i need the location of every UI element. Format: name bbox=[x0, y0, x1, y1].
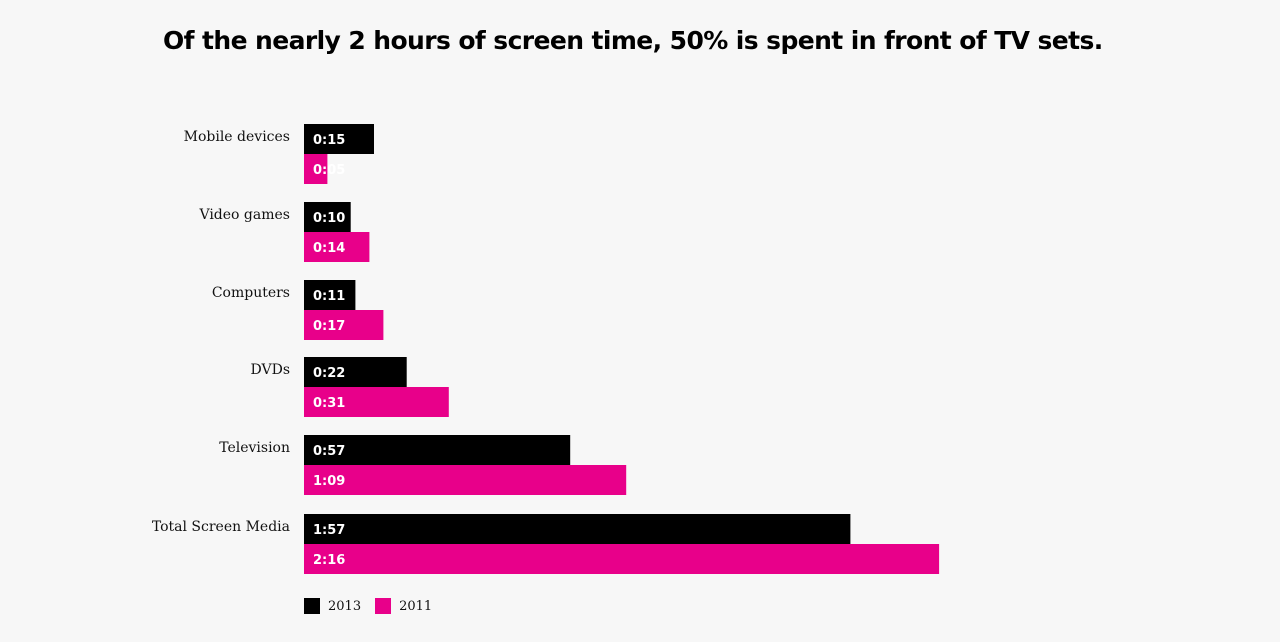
bar-video-games-2013 bbox=[304, 202, 351, 232]
bar-value-label-video-games-2013: 0:10 bbox=[313, 211, 345, 226]
bar-value-label-computers-2011: 0:17 bbox=[313, 319, 345, 334]
bar-value-label-television-2013: 0:57 bbox=[313, 444, 345, 459]
legend-item-2011: 2011 bbox=[375, 598, 432, 614]
bar-value-label-mobile-devices-2013: 0:15 bbox=[313, 133, 345, 148]
bar-television-2011 bbox=[304, 465, 627, 495]
legend-label-2013: 2013 bbox=[328, 598, 362, 614]
category-label-video-games: Video games bbox=[198, 207, 290, 223]
bar-computers-2013 bbox=[304, 280, 356, 310]
legend-swatch-2013 bbox=[304, 598, 320, 614]
bar-chart: Mobile devices 0:15 0:05 Video games 0:10 0:1… bbox=[152, 124, 940, 574]
bar-mobile-devices-2013 bbox=[304, 124, 374, 154]
bar-computers-2011 bbox=[304, 310, 384, 340]
category-label-television: Television bbox=[219, 440, 290, 456]
bar-dvds-2013 bbox=[304, 357, 407, 387]
bar-value-label-dvds-2011: 0:31 bbox=[313, 396, 345, 411]
legend-label-2011: 2011 bbox=[399, 598, 433, 614]
bar-value-label-television-2011: 1:09 bbox=[313, 474, 345, 489]
bar-total-screen-media-2011 bbox=[304, 544, 940, 574]
bar-value-label-dvds-2013: 0:22 bbox=[313, 366, 345, 381]
bar-value-label-total-screen-media-2011: 2:16 bbox=[313, 553, 345, 568]
category-label-dvds: DVDs bbox=[251, 362, 291, 378]
category-label-total-screen-media: Total Screen Media bbox=[152, 519, 290, 535]
bar-total-screen-media-2013 bbox=[304, 514, 851, 544]
category-label-mobile-devices: Mobile devices bbox=[184, 129, 290, 145]
bar-value-label-mobile-devices-2011: 0:05 bbox=[313, 163, 345, 178]
bar-video-games-2011 bbox=[304, 232, 370, 262]
legend-item-2013: 2013 bbox=[304, 598, 361, 614]
bar-mobile-devices-2011 bbox=[304, 154, 328, 184]
bar-value-label-computers-2013: 0:11 bbox=[313, 289, 345, 304]
bar-value-label-total-screen-media-2013: 1:57 bbox=[313, 523, 345, 538]
bar-television-2013 bbox=[304, 435, 571, 465]
bar-dvds-2011 bbox=[304, 387, 449, 417]
chart-title: Of the nearly 2 hours of screen time, 50… bbox=[163, 26, 1103, 55]
bar-value-label-video-games-2011: 0:14 bbox=[313, 241, 345, 256]
legend-swatch-2011 bbox=[375, 598, 392, 614]
category-label-computers: Computers bbox=[212, 285, 290, 301]
legend: 2013 2011 bbox=[304, 598, 432, 614]
